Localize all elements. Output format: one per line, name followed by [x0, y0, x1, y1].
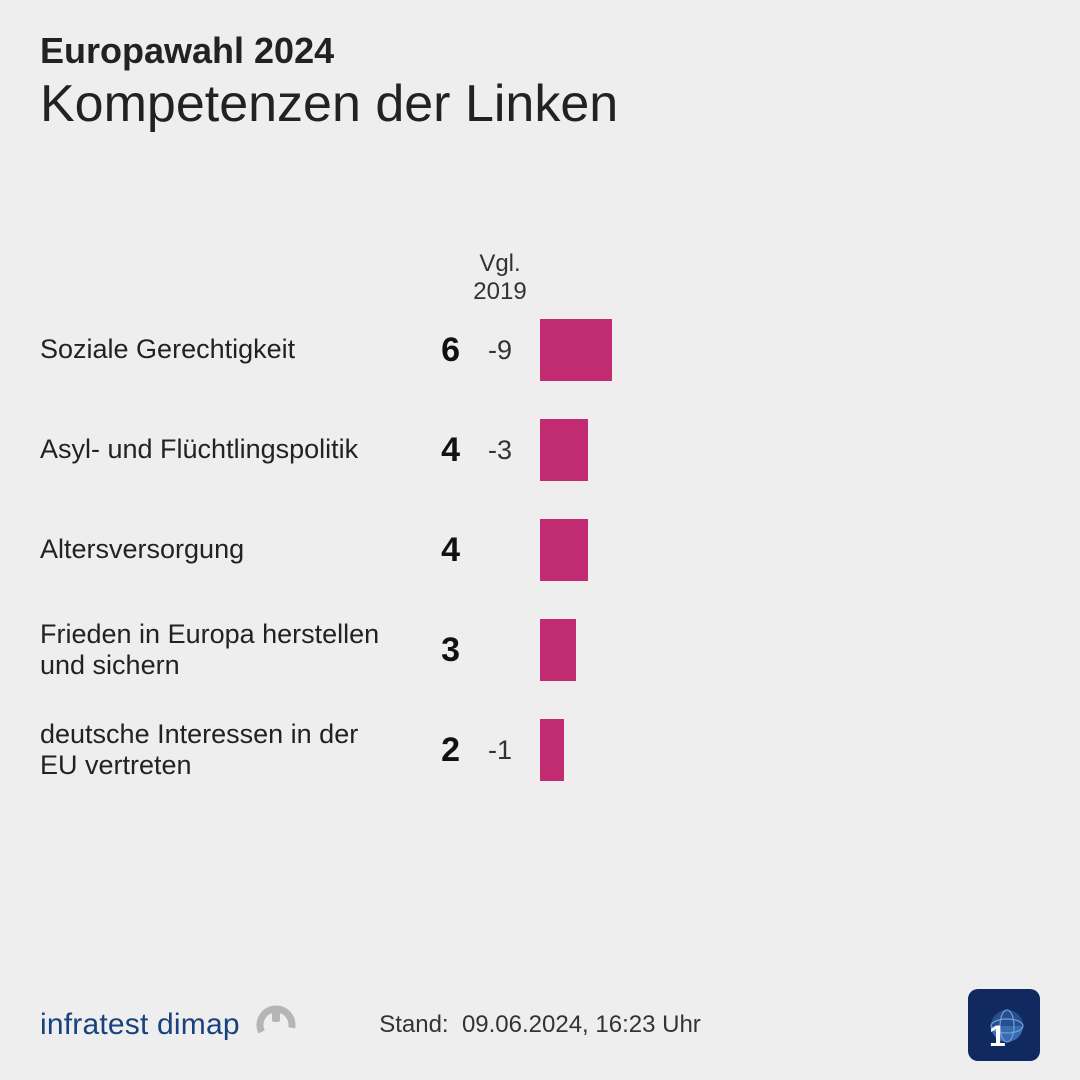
row-label: Altersversorgung [40, 534, 400, 565]
row-value: 2 [400, 731, 460, 770]
bar [540, 419, 588, 481]
row-label: Frieden in Europa herstellen und sichern [40, 619, 400, 681]
bar-cell [540, 700, 1040, 800]
chart-canvas: Europawahl 2024 Kompetenzen der Linken V… [0, 0, 1080, 1080]
row-compare: -9 [460, 335, 540, 366]
row-compare: -1 [460, 735, 540, 766]
ard-logo: 1 [968, 989, 1040, 1061]
bar [540, 719, 564, 781]
chart-row: Frieden in Europa herstellen und sichern… [40, 600, 1040, 700]
title: Kompetenzen der Linken [40, 74, 1040, 134]
footer: infratest dimap Stand: 09.06.2024, 16:23… [0, 970, 1080, 1080]
brand: infratest dimap [40, 1003, 298, 1047]
bar-cell [540, 400, 1040, 500]
row-value: 3 [400, 631, 460, 670]
row-label: Soziale Gerechtigkeit [40, 334, 400, 365]
bar [540, 319, 612, 381]
timestamp-value: 09.06.2024, 16:23 Uhr [462, 1011, 701, 1038]
chart-row: Altersversorgung4 [40, 500, 1040, 600]
row-value: 4 [400, 431, 460, 470]
chart-area: Vgl. 2019 Soziale Gerechtigkeit6-9Asyl- … [40, 300, 1040, 800]
chart-row: Soziale Gerechtigkeit6-9 [40, 300, 1040, 400]
row-label: deutsche Interessen in der EU vertreten [40, 719, 400, 781]
supertitle: Europawahl 2024 [40, 30, 1040, 72]
bar [540, 519, 588, 581]
timestamp: Stand: 09.06.2024, 16:23 Uhr [379, 1011, 701, 1039]
bar-cell [540, 600, 1040, 700]
brand-text: infratest dimap [40, 1008, 240, 1042]
row-value: 4 [400, 531, 460, 570]
bar [540, 619, 576, 681]
bar-cell [540, 500, 1040, 600]
compare-header: Vgl. 2019 [460, 250, 540, 306]
bar-cell [540, 300, 1040, 400]
svg-text:1: 1 [989, 1020, 1006, 1053]
timestamp-prefix: Stand: [379, 1011, 448, 1038]
chart-row: Asyl- und Flüchtlingspolitik4-3 [40, 400, 1040, 500]
chart-row: deutsche Interessen in der EU vertreten2… [40, 700, 1040, 800]
row-label: Asyl- und Flüchtlingspolitik [40, 434, 400, 465]
row-value: 6 [400, 331, 460, 370]
brand-icon [254, 1003, 298, 1047]
row-compare: -3 [460, 435, 540, 466]
